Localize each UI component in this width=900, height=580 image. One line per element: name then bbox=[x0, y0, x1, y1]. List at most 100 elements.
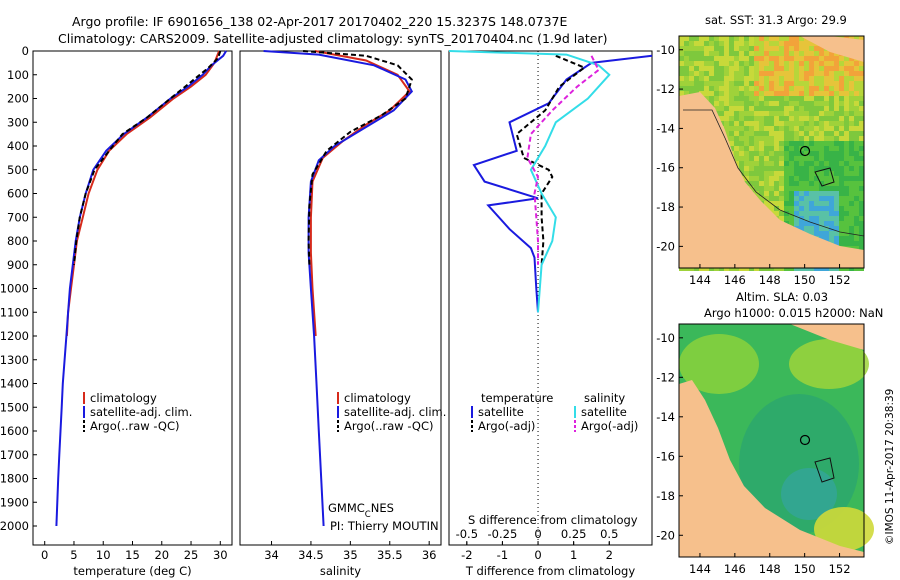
sst-pixel bbox=[779, 206, 784, 211]
sst-pixel bbox=[854, 201, 859, 206]
sst-pixel bbox=[704, 61, 709, 66]
sst-pixel bbox=[749, 176, 754, 181]
sst-pixel bbox=[754, 161, 759, 166]
sst-pixel bbox=[829, 176, 834, 181]
sst-pixel bbox=[744, 76, 749, 81]
sst-pixel bbox=[769, 116, 774, 121]
sst-pixel bbox=[734, 136, 739, 141]
sst-pixel bbox=[754, 126, 759, 131]
sst-pixel bbox=[759, 156, 764, 161]
sst-land-north bbox=[760, 36, 864, 62]
sst-pixel bbox=[829, 236, 834, 241]
sst-pixel bbox=[759, 81, 764, 86]
sst-pixel bbox=[784, 171, 789, 176]
sst-pixel bbox=[709, 96, 714, 101]
sst-pixel bbox=[729, 51, 734, 56]
sst-pixel bbox=[694, 76, 699, 81]
sst-pixel bbox=[734, 146, 739, 151]
sst-pixel bbox=[799, 126, 804, 131]
plot-frame bbox=[239, 50, 442, 546]
sst-pixel bbox=[839, 91, 844, 96]
sst-pixel bbox=[839, 231, 844, 236]
sst-pixel bbox=[709, 76, 714, 81]
sst-pixel bbox=[859, 166, 864, 171]
sst-pixel bbox=[764, 136, 769, 141]
sst-pixel bbox=[764, 201, 769, 206]
sst-pixel bbox=[789, 81, 794, 86]
sst-pixel bbox=[819, 101, 824, 106]
sst-pixel bbox=[839, 206, 844, 211]
sst-pixel bbox=[789, 106, 794, 111]
sst-pixel bbox=[754, 166, 759, 171]
sst-pixel bbox=[859, 96, 864, 101]
sst-pixel bbox=[834, 56, 839, 61]
sst-pixel bbox=[829, 206, 834, 211]
sst-pixel bbox=[829, 136, 834, 141]
sst-pixel bbox=[764, 176, 769, 181]
sst-pixel bbox=[804, 196, 809, 201]
sst-pixel bbox=[824, 91, 829, 96]
sst-pixel bbox=[804, 46, 809, 51]
sst-reef bbox=[814, 167, 835, 187]
sst-pixel bbox=[854, 126, 859, 131]
sst-pixel bbox=[804, 66, 809, 71]
sst-float-marker bbox=[799, 145, 811, 157]
sst-pixel bbox=[774, 141, 779, 146]
sst-pixel bbox=[859, 191, 864, 196]
sst-pixel bbox=[824, 146, 829, 151]
sst-pixel bbox=[844, 106, 849, 111]
sst-map-title: sat. SST: 31.3 Argo: 29.9 bbox=[705, 13, 847, 27]
sst-pixel bbox=[779, 131, 784, 136]
sst-pixel bbox=[709, 66, 714, 71]
sst-pixel bbox=[844, 161, 849, 166]
sst-pixel bbox=[844, 66, 849, 71]
sst-pixel bbox=[754, 121, 759, 126]
sst-pixel bbox=[719, 91, 724, 96]
sst-pixel bbox=[734, 101, 739, 106]
sst-pixel bbox=[844, 96, 849, 101]
sst-pixel bbox=[829, 111, 834, 116]
sst-pixel bbox=[764, 61, 769, 66]
sst-pixel bbox=[824, 81, 829, 86]
sst-pixel bbox=[774, 136, 779, 141]
sst-pixel bbox=[744, 116, 749, 121]
sst-pixel bbox=[854, 76, 859, 81]
sst-pixel bbox=[804, 106, 809, 111]
sst-pixel bbox=[734, 151, 739, 156]
sst-pixel bbox=[684, 81, 689, 86]
sst-pixel bbox=[739, 86, 744, 91]
sst-pixel bbox=[794, 141, 799, 146]
sst-pixel bbox=[774, 66, 779, 71]
sst-pixel bbox=[734, 86, 739, 91]
sst-pixel bbox=[834, 141, 839, 146]
sst-pixel bbox=[829, 181, 834, 186]
sst-pixel bbox=[774, 41, 779, 46]
sst-pixel bbox=[784, 71, 789, 76]
sst-pixel bbox=[859, 241, 864, 246]
sst-pixel bbox=[684, 36, 689, 41]
x-tick-label: 35 bbox=[343, 548, 358, 562]
sst-pixel bbox=[749, 66, 754, 71]
sst-pixel bbox=[759, 161, 764, 166]
sst-pixel bbox=[689, 46, 694, 51]
sst-pixel bbox=[804, 171, 809, 176]
sst-pixel bbox=[814, 46, 819, 51]
sst-pixel bbox=[769, 181, 774, 186]
sst-pixel bbox=[739, 36, 744, 41]
sst-pixel bbox=[709, 61, 714, 66]
sst-pixel bbox=[754, 171, 759, 176]
sst-pixel bbox=[814, 51, 819, 56]
sst-pixel bbox=[824, 121, 829, 126]
sst-pixel bbox=[774, 181, 779, 186]
plot-frame bbox=[32, 50, 233, 546]
sst-pixel bbox=[764, 71, 769, 76]
sst-pixel bbox=[819, 81, 824, 86]
sst-pixel bbox=[819, 111, 824, 116]
sst-pixel bbox=[829, 226, 834, 231]
sst-pixel bbox=[794, 61, 799, 66]
sst-pixel bbox=[804, 91, 809, 96]
sst-pixel bbox=[824, 136, 829, 141]
sst-pixel bbox=[729, 101, 734, 106]
sst-pixel bbox=[789, 76, 794, 81]
sst-pixel bbox=[834, 226, 839, 231]
